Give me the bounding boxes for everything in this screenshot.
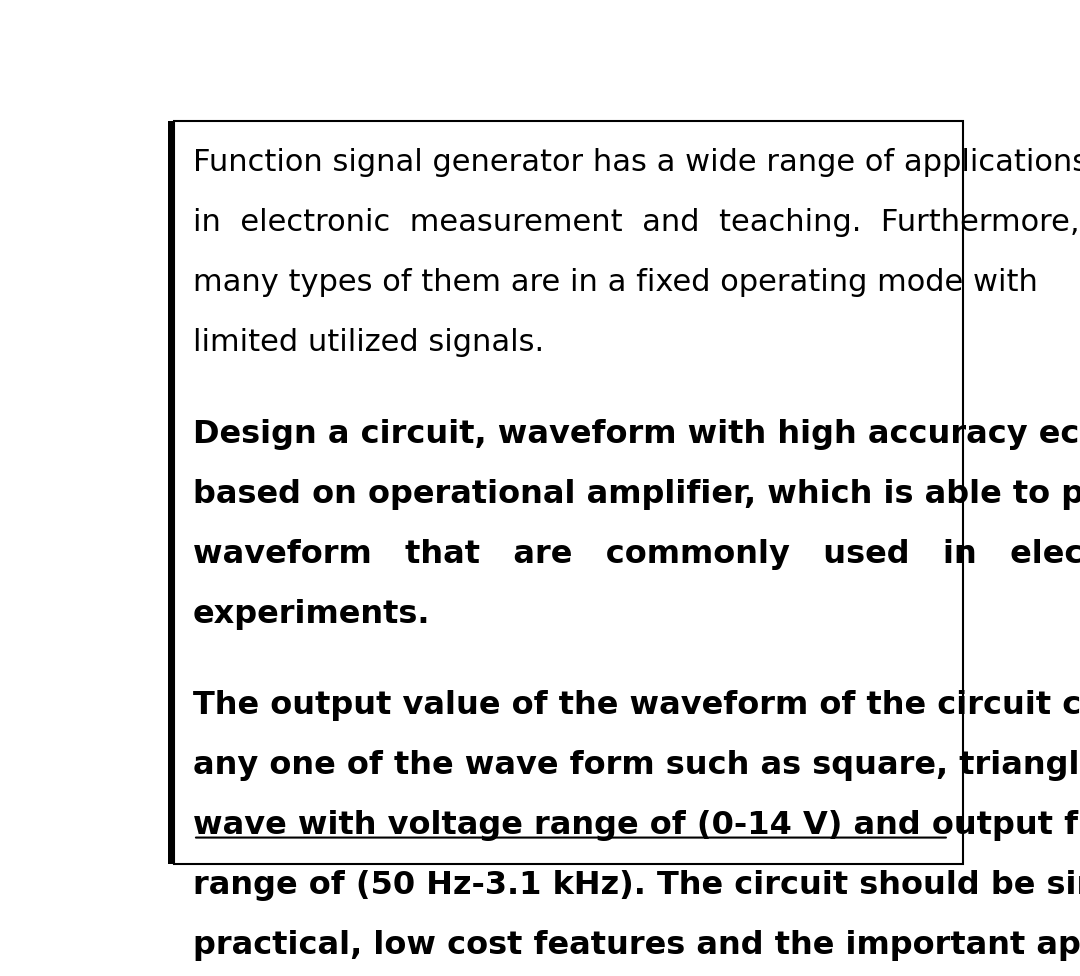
Text: any one of the wave form such as square, triangle, sine: any one of the wave form such as square,…	[193, 751, 1080, 781]
Text: practical, low cost features and the important application: practical, low cost features and the imp…	[193, 930, 1080, 961]
Text: Design a circuit, waveform with high accuracy economic: Design a circuit, waveform with high acc…	[193, 419, 1080, 450]
Text: waveform   that   are   commonly   used   in   electronics: waveform that are commonly used in elect…	[193, 539, 1080, 570]
Text: The output value of the waveform of the circuit can be: The output value of the waveform of the …	[193, 690, 1080, 721]
Text: range of (50 Hz-3.1 kHz). The circuit should be simple,: range of (50 Hz-3.1 kHz). The circuit sh…	[193, 871, 1080, 901]
Text: experiments.: experiments.	[193, 599, 431, 630]
Text: wave with voltage range of (0-14 V) and output frequency: wave with voltage range of (0-14 V) and …	[193, 810, 1080, 841]
Text: many types of them are in a fixed operating mode with: many types of them are in a fixed operat…	[193, 268, 1038, 297]
Text: Function signal generator has a wide range of applications: Function signal generator has a wide ran…	[193, 148, 1080, 177]
Text: based on operational amplifier, which is able to provide: based on operational amplifier, which is…	[193, 479, 1080, 510]
Text: limited utilized signals.: limited utilized signals.	[193, 328, 544, 357]
Bar	[167, 121, 174, 864]
Text: in  electronic  measurement  and  teaching.  Furthermore,: in electronic measurement and teaching. …	[193, 208, 1080, 237]
